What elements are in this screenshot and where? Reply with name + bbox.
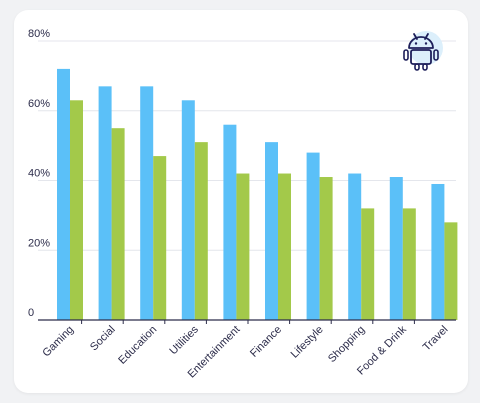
bar bbox=[444, 222, 458, 320]
bar bbox=[194, 142, 208, 320]
x-tick-label: Travel bbox=[421, 324, 451, 354]
android-icon bbox=[403, 31, 443, 71]
bar bbox=[361, 208, 375, 320]
x-tick-label: Gaming bbox=[40, 324, 76, 360]
y-tick-labels: 0 20% 40% 60% 80% bbox=[28, 28, 50, 319]
bar bbox=[223, 124, 237, 320]
y-tick-label: 40% bbox=[28, 168, 50, 180]
bar bbox=[402, 208, 416, 320]
x-tick-label: Finance bbox=[248, 324, 284, 360]
x-tick-label: Education bbox=[116, 324, 159, 367]
y-tick-label: 60% bbox=[28, 98, 50, 110]
bar bbox=[431, 183, 445, 320]
bar bbox=[348, 173, 362, 320]
bar bbox=[181, 100, 195, 320]
y-tick-label: 0 bbox=[28, 307, 34, 319]
x-tick-label: Lifestyle bbox=[289, 324, 326, 361]
x-tick-label: Utilities bbox=[167, 323, 201, 357]
bar bbox=[111, 128, 125, 320]
x-tick-label: Shopping bbox=[326, 324, 367, 365]
bar bbox=[389, 177, 403, 320]
bar bbox=[98, 86, 112, 321]
bar bbox=[319, 177, 333, 320]
bars bbox=[57, 68, 458, 324]
bar bbox=[140, 86, 154, 321]
bar bbox=[236, 173, 250, 320]
y-tick-label: 80% bbox=[28, 28, 50, 40]
bar bbox=[306, 152, 320, 320]
x-tick-label: Social bbox=[88, 324, 118, 354]
y-tick-label: 20% bbox=[28, 237, 50, 249]
bar bbox=[153, 156, 167, 320]
bar bbox=[70, 100, 83, 320]
bar bbox=[57, 68, 70, 321]
bar bbox=[265, 142, 278, 320]
bar bbox=[278, 173, 291, 320]
